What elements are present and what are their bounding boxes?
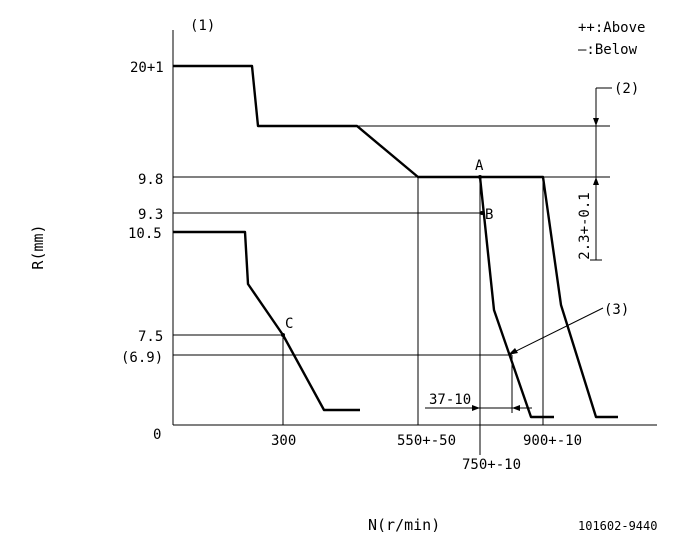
callout-2: (2) (614, 81, 639, 97)
point-c-marker (281, 333, 285, 337)
point-b-marker (480, 211, 484, 215)
ytick-7-5: 7.5 (138, 329, 163, 345)
callout-3: (3) (604, 302, 629, 318)
xtick-550: 550+-50 (397, 433, 456, 449)
inner-cutoff-curve (478, 176, 554, 419)
y-axis-label: R(mm) (29, 224, 47, 269)
dimension-2-3: 2.3+-0.1 (577, 87, 612, 261)
idle-curve (173, 230, 360, 412)
point-c-label: C (285, 316, 293, 332)
xtick-750: 750+-10 (462, 457, 521, 473)
point-a-marker (478, 175, 482, 179)
upper-governor-curve (173, 64, 618, 419)
xtick-900: 900+-10 (523, 433, 582, 449)
legend-above: ++:Above (578, 20, 645, 36)
ytick-10-5: 10.5 (128, 226, 162, 242)
ytick-9-8: 9.8 (138, 172, 163, 188)
ytick-9-3: 9.3 (138, 207, 163, 223)
callout-1: (1) (190, 18, 215, 34)
xtick-300: 300 (271, 433, 296, 449)
legend-below: —:Below (578, 42, 638, 58)
dim-arrow-right (512, 405, 520, 411)
dim-arrow-top (593, 118, 599, 126)
dim-label-2-3: 2.3+-0.1 (577, 192, 593, 259)
point-a-label: A (475, 158, 484, 174)
dim-arrow-bottom (593, 177, 599, 185)
reference-lines (173, 125, 610, 455)
dim-label-37: 37-10 (429, 392, 471, 408)
x-axis-label: N(r/min) (368, 516, 440, 534)
dimension-37: 37-10 (425, 392, 532, 411)
ytick-0: 0 (153, 427, 161, 443)
part-number: 101602-9440 (578, 519, 657, 533)
ytick-6-9: (6.9) (121, 350, 163, 366)
ytick-20: 20+1 (130, 60, 164, 76)
point-b-label: B (485, 207, 493, 223)
leader-3-arrow (508, 348, 518, 355)
dim-arrow-left (472, 405, 480, 411)
leader-3 (507, 307, 604, 356)
